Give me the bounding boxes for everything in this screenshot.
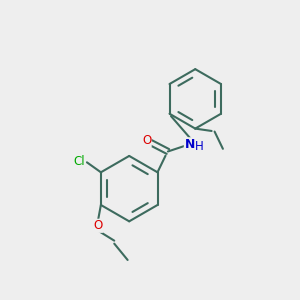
Text: Cl: Cl [74,154,85,168]
Text: O: O [93,219,103,232]
Text: H: H [195,140,204,153]
Text: N: N [184,138,195,151]
Text: O: O [142,134,151,147]
